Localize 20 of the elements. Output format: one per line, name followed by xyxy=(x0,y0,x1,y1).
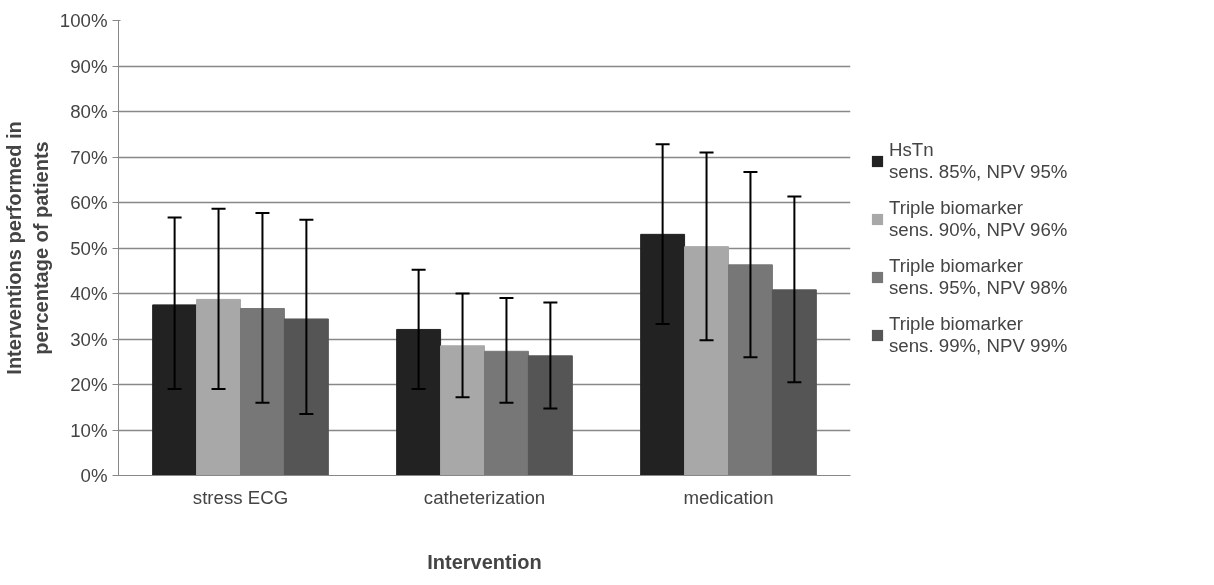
x-tick-label: catheterization xyxy=(423,486,546,508)
y-tick-label: 0% xyxy=(80,465,108,486)
y-tick-label: 80% xyxy=(70,101,108,122)
legend-label: Triple biomarker sens. 95%, NPV 98% xyxy=(889,254,1068,299)
y-tick-label: 70% xyxy=(70,146,108,168)
y-axis-title: Interventions performed in percentage of patients xyxy=(3,121,52,375)
y-tick-label: 30% xyxy=(70,328,108,350)
y-tick-label: 90% xyxy=(70,55,108,77)
y-tick-label: 60% xyxy=(70,192,108,213)
y-tick-label: 40% xyxy=(70,283,108,304)
y-tick-label: 10% xyxy=(70,419,108,441)
y-tick-label: 100% xyxy=(59,10,108,31)
y-tick-label: 50% xyxy=(70,237,108,259)
x-tick-label: stress ECG xyxy=(192,486,289,508)
x-axis-title: Intervention xyxy=(427,550,542,573)
legend-label: Triple biomarker sens. 90%, NPV 96% xyxy=(889,196,1068,241)
y-tick-label: 20% xyxy=(70,374,108,395)
x-tick-label: medication xyxy=(683,486,774,508)
legend-label: HsTn sens. 85%, NPV 95% xyxy=(889,138,1068,183)
legend-label: Triple biomarker sens. 99%, NPV 99% xyxy=(889,312,1068,357)
